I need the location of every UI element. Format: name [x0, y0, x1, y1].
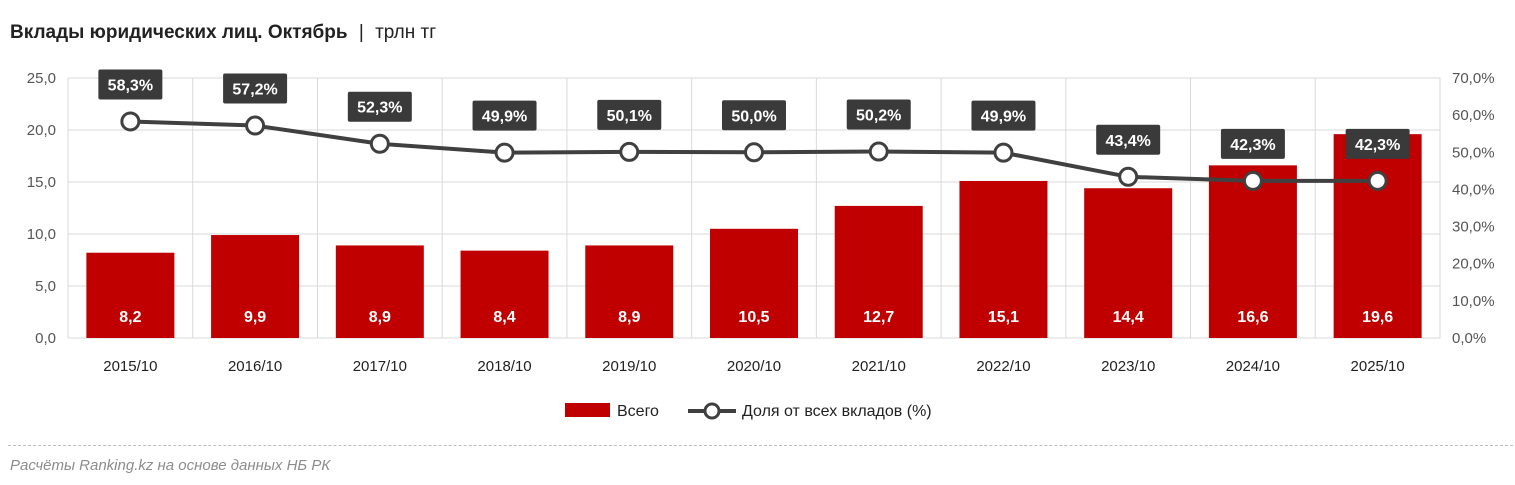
legend-swatch-bar — [565, 403, 610, 417]
share-label-box — [1345, 128, 1410, 159]
bar-value-label: 16,6 — [1237, 309, 1268, 326]
bar-value-label: 12,7 — [863, 309, 894, 326]
y-left-tick-label: 0,0 — [35, 330, 56, 347]
share-marker — [1118, 166, 1139, 187]
y-left-tick-label: 5,0 — [35, 278, 56, 295]
y-right-tick-label: 0,0% — [1452, 330, 1486, 347]
bar — [335, 245, 424, 338]
bar-value-label: 8,9 — [618, 309, 640, 326]
bar — [1208, 165, 1297, 338]
bar-value-label: 8,4 — [493, 309, 515, 326]
share-value-label: 58,3% — [108, 77, 153, 94]
x-tick-label: 2022/10 — [976, 358, 1030, 375]
share-marker — [1367, 170, 1388, 191]
y-left-tick-label: 25,0 — [27, 70, 56, 87]
x-tick-label: 2021/10 — [852, 358, 906, 375]
chart-title: Вклады юридических лиц. Октябрь — [10, 22, 348, 43]
x-tick-label: 2020/10 — [727, 358, 781, 375]
share-value-label: 57,2% — [232, 82, 277, 99]
share-marker — [369, 133, 390, 154]
bar-value-label: 8,2 — [119, 309, 141, 326]
share-label-box — [722, 100, 786, 131]
chart-unit: трлн тг — [375, 22, 437, 43]
bar-value-label: 8,9 — [369, 309, 391, 326]
y-right-tick-label: 20,0% — [1452, 256, 1495, 273]
share-value-label: 49,9% — [482, 109, 527, 126]
share-marker — [245, 115, 266, 136]
source-note: Расчёты Ranking.kz на основе данных НБ Р… — [10, 457, 331, 474]
x-tick-label: 2023/10 — [1101, 358, 1155, 375]
bar — [1084, 188, 1173, 338]
bar — [1333, 134, 1422, 338]
share-value-label: 42,3% — [1230, 137, 1275, 154]
share-label-box — [1096, 124, 1161, 155]
x-tick-label: 2016/10 — [228, 358, 282, 375]
share-value-label: 52,3% — [357, 100, 402, 117]
chart-title-row: Вклады юридических лиц. Октябрь | трлн т… — [10, 22, 436, 44]
legend-label-bar: Всего — [617, 403, 659, 420]
share-value-label: 50,1% — [607, 108, 652, 125]
y-right-tick-label: 30,0% — [1452, 219, 1495, 236]
title-separator: | — [358, 22, 364, 43]
share-value-label: 50,2% — [856, 108, 901, 125]
y-left-tick-label: 10,0 — [27, 226, 56, 243]
y-left-tick-label: 20,0 — [27, 122, 56, 139]
bar-value-label: 10,5 — [738, 309, 769, 326]
share-label-box — [347, 91, 412, 122]
x-tick-label: 2024/10 — [1226, 358, 1280, 375]
share-label-box — [223, 73, 288, 104]
y-right-tick-label: 40,0% — [1452, 181, 1495, 198]
share-marker — [1242, 170, 1263, 191]
y-right-tick-label: 50,0% — [1452, 144, 1495, 161]
share-label-box — [846, 99, 911, 130]
footer-divider — [8, 445, 1513, 446]
bar — [460, 250, 549, 338]
share-marker — [993, 142, 1014, 163]
share-label-box — [98, 69, 163, 100]
legend-label-line: Доля от всех вкладов (%) — [742, 403, 932, 420]
x-tick-label: 2019/10 — [602, 358, 656, 375]
share-label-box — [597, 99, 662, 130]
bar-value-label: 9,9 — [244, 309, 266, 326]
share-marker — [494, 142, 515, 163]
share-label-box — [472, 100, 537, 131]
bar — [834, 205, 923, 338]
share-value-label: 50,0% — [731, 108, 776, 125]
y-right-tick-label: 70,0% — [1452, 70, 1495, 87]
y-right-tick-label: 60,0% — [1452, 107, 1495, 124]
x-tick-label: 2015/10 — [103, 358, 157, 375]
x-tick-label: 2018/10 — [477, 358, 531, 375]
share-marker — [120, 111, 141, 132]
bar — [585, 245, 674, 338]
combo-chart: 0,0 5,0 10,0 15,0 20,0 25,0 0,0% 10,0% 20,0% 30,0… — [27, 69, 1495, 420]
x-tick-label: 2017/10 — [353, 358, 407, 375]
share-marker — [744, 142, 764, 163]
bar — [710, 228, 798, 338]
legend-swatch-marker — [703, 402, 721, 420]
share-value-label: 49,9% — [981, 109, 1026, 126]
bar-value-label: 15,1 — [988, 309, 1019, 326]
bar — [211, 235, 300, 338]
share-marker — [619, 141, 640, 162]
bar — [86, 252, 175, 338]
share-value-label: 42,3% — [1355, 137, 1400, 154]
bar-value-label: 19,6 — [1362, 309, 1393, 326]
bar-value-label: 14,4 — [1113, 309, 1144, 326]
bar — [959, 180, 1048, 338]
share-marker — [868, 141, 889, 162]
share-value-label: 43,4% — [1105, 133, 1150, 150]
y-right-tick-label: 10,0% — [1452, 293, 1495, 310]
share-label-box — [971, 100, 1036, 131]
share-label-box — [1220, 128, 1285, 159]
y-left-tick-label: 15,0 — [27, 174, 56, 191]
x-tick-label: 2025/10 — [1351, 358, 1405, 375]
